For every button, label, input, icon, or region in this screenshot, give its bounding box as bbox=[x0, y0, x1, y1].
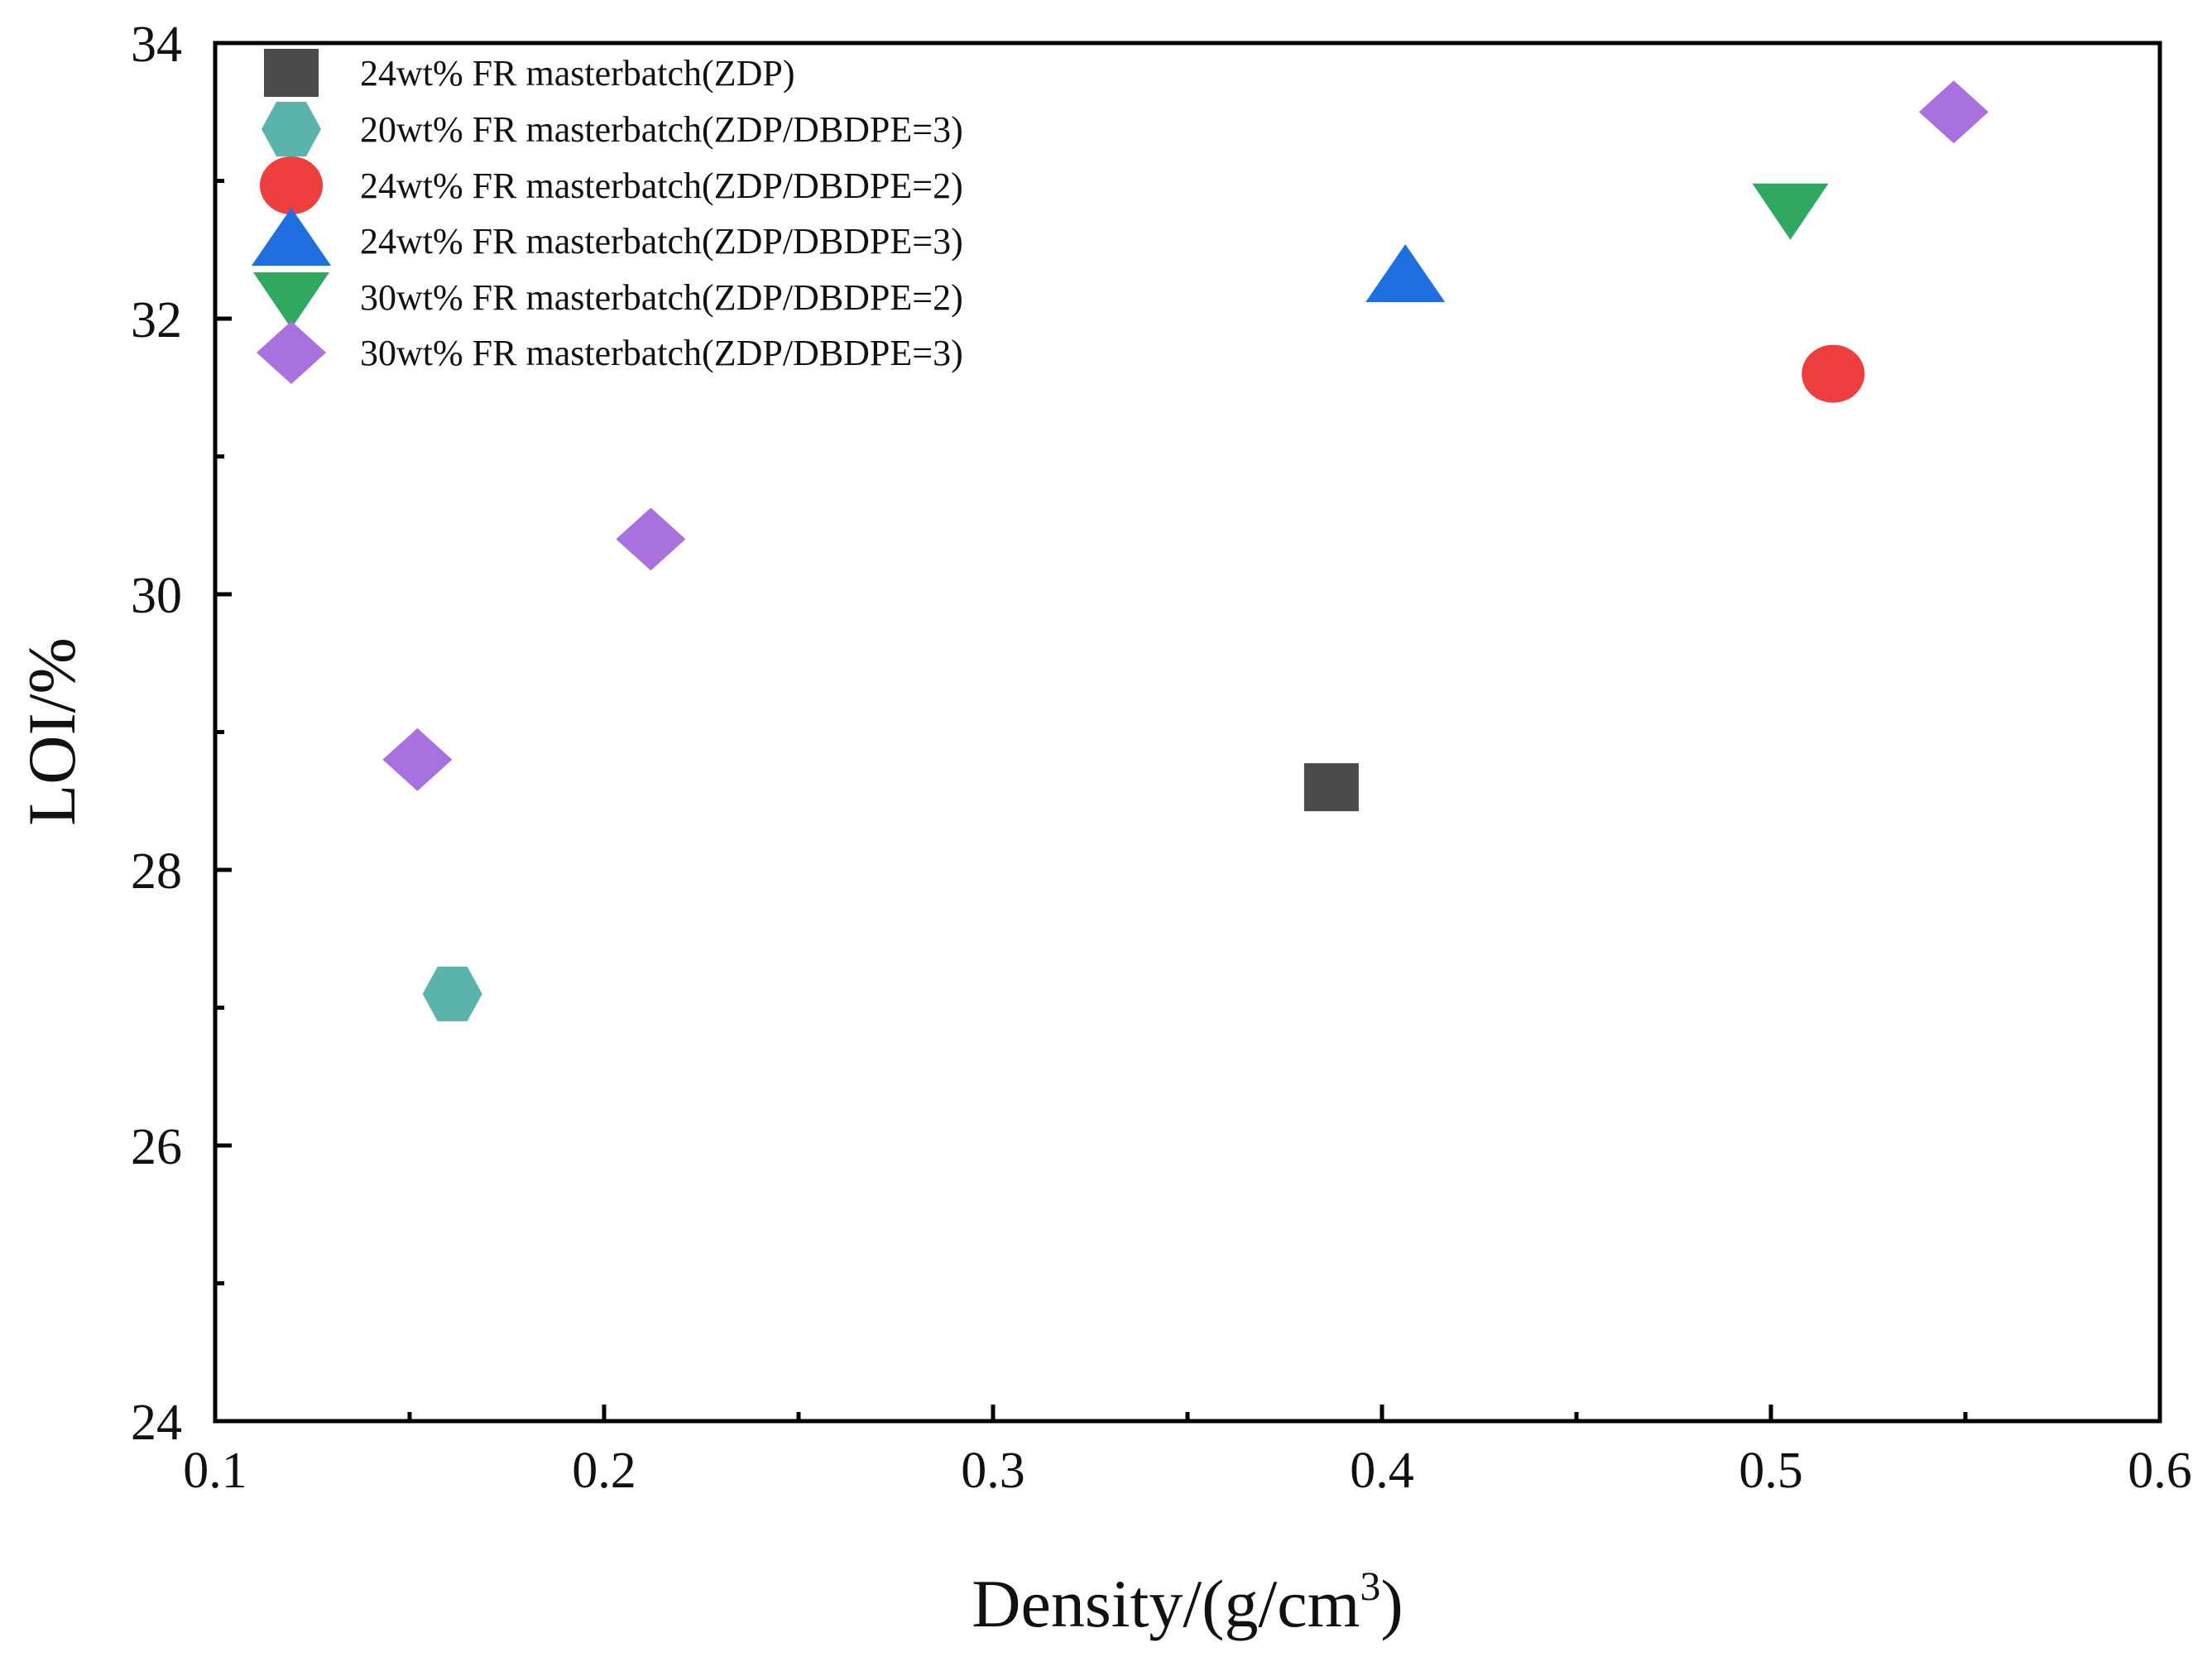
legend-marker-circle bbox=[260, 156, 323, 214]
data-point-circle bbox=[1802, 344, 1865, 403]
x-tick-label: 0.2 bbox=[572, 1443, 636, 1499]
data-point-triangle-up bbox=[1365, 244, 1446, 303]
plot-frame bbox=[213, 41, 2162, 1424]
x-tick-label: 0.5 bbox=[1739, 1443, 1803, 1499]
data-point-diamond bbox=[616, 507, 686, 571]
data-point-diamond bbox=[1918, 80, 1989, 144]
legend-label: 20wt% FR masterbatch(ZDP/DBDPE=3) bbox=[360, 109, 963, 150]
axis-ticks: 0.1 0.2 0.3 0.4 0.5 0.6 24 26 28 30 32 34 bbox=[131, 17, 2192, 1499]
y-tick-label: 34 bbox=[131, 17, 182, 73]
y-axis-title: LOI/% bbox=[14, 637, 89, 826]
y-tick-label: 30 bbox=[131, 568, 182, 624]
data-point-diamond bbox=[382, 728, 453, 791]
legend-marker-square bbox=[264, 49, 319, 97]
data-points bbox=[382, 80, 1989, 1021]
x-axis-title-superscript: 3 bbox=[1360, 1563, 1380, 1609]
data-point-square bbox=[1303, 763, 1359, 812]
y-tick-label: 32 bbox=[131, 292, 182, 348]
legend-marker-triangle-down bbox=[253, 272, 329, 329]
data-point-hexagon bbox=[422, 966, 482, 1021]
x-tick-label: 0.1 bbox=[183, 1443, 247, 1499]
y-tick-label: 28 bbox=[131, 843, 182, 900]
x-tick-label: 0.4 bbox=[1350, 1443, 1414, 1499]
legend-marker-hexagon bbox=[262, 102, 321, 156]
legend-marker-triangle-up bbox=[252, 208, 331, 266]
legend: 24wt% FR masterbatch(ZDP) 20wt% FR master… bbox=[252, 49, 963, 384]
y-tick-label: 24 bbox=[131, 1395, 182, 1451]
x-tick-label: 0.3 bbox=[961, 1443, 1025, 1499]
x-tick-label: 0.6 bbox=[2128, 1443, 2192, 1499]
legend-label: 30wt% FR masterbatch(ZDP/DBDPE=2) bbox=[360, 277, 963, 318]
x-axis-title: Density/(g/cm3) bbox=[972, 1563, 1403, 1641]
legend-label: 24wt% FR masterbatch(ZDP/DBDPE=2) bbox=[360, 166, 963, 206]
legend-label: 30wt% FR masterbatch(ZDP/DBDPE=3) bbox=[360, 333, 963, 373]
legend-marker-diamond bbox=[257, 321, 326, 384]
data-point-triangle-down bbox=[1752, 183, 1829, 240]
y-tick-label: 26 bbox=[131, 1119, 182, 1175]
legend-label: 24wt% FR masterbatch(ZDP) bbox=[360, 53, 794, 94]
x-axis-title-main: Density/(g/cm bbox=[972, 1566, 1360, 1641]
legend-label: 24wt% FR masterbatch(ZDP/DBDPE=3) bbox=[360, 221, 963, 262]
x-axis-title-close: ) bbox=[1380, 1566, 1403, 1641]
